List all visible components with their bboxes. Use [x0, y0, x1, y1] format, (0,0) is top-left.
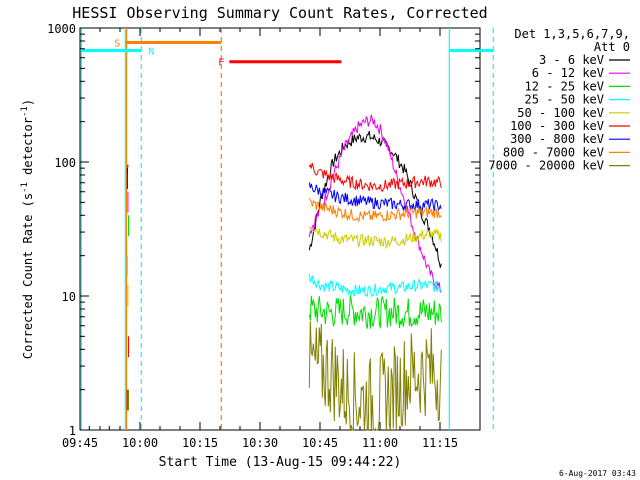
series-line-7-0: [308, 197, 442, 223]
x-tick-label-2: 10:15: [182, 436, 218, 450]
legend-label-4: 50 - 100 keV: [517, 106, 604, 120]
x-tick-label-5: 11:00: [362, 436, 398, 450]
legend-label-0: 3 - 6 keV: [539, 53, 604, 67]
status-bar-label-1: F: [218, 58, 224, 69]
legend-label-3: 25 - 50 keV: [525, 93, 604, 107]
y-axis-label-sup1: -1: [20, 182, 30, 193]
status-bars: S F N: [81, 38, 494, 69]
x-axis-label: Start Time (13-Aug-15 09:44:22): [159, 455, 402, 470]
series-line-8-0: [308, 320, 442, 431]
y-tick-label-2: 100: [54, 156, 76, 170]
legend-header-detectors: Det 1,3,5,6,7,9,: [514, 27, 630, 41]
series-line-5-0: [308, 162, 442, 193]
y-axis-ticks: 1 10 100 1000: [47, 22, 480, 438]
y-axis-label: Corrected Count Rate (s-1 detector-1): [20, 99, 35, 359]
x-axis-ticks: 09:45 10:00 10:15 10:30 10:45 11:00 11:15: [62, 28, 458, 450]
legend-header-attenuator: Att 0: [594, 40, 630, 54]
y-axis-label-end: ): [21, 99, 35, 106]
x-tick-label-1: 10:00: [122, 436, 158, 450]
x-tick-label-4: 10:45: [302, 436, 338, 450]
x-tick-label-6: 11:15: [422, 436, 458, 450]
y-tick-label-1: 10: [62, 290, 76, 304]
series-line-2-0: [308, 295, 442, 329]
y-axis-label-mid: detector: [21, 117, 35, 182]
series-line-1-0: [308, 114, 442, 293]
x-tick-label-3: 10:30: [242, 436, 278, 450]
plot-area: SFN 09:45 10:00 10:15 10:30 10:45 11:00 11:15 …: [47, 22, 494, 450]
y-axis-label-sup2: -1: [20, 106, 30, 117]
timestamp-annotation: 6-Aug-2017 03:43: [559, 469, 636, 478]
y-tick-label-3: 1000: [47, 22, 76, 36]
y-axis-label-main: Corrected Count Rate (s: [21, 193, 35, 359]
series-layer: [126, 114, 442, 431]
legend-label-6: 300 - 800 keV: [510, 132, 604, 146]
chart-title: HESSI Observing Summary Count Rates, Cor…: [72, 4, 487, 22]
x-tick-label-0: 09:45: [62, 436, 98, 450]
legend-label-1: 6 - 12 keV: [532, 66, 604, 80]
legend-label-8: 7000 - 20000 keV: [488, 159, 604, 173]
legend-label-5: 100 - 300 keV: [510, 119, 604, 133]
legend-label-2: 12 - 25 keV: [525, 79, 604, 93]
plot-frame: [79, 27, 481, 431]
legend-label-7: 800 - 7000 keV: [503, 145, 604, 159]
series-line-4-0: [308, 226, 442, 250]
series-line-3-0: [308, 273, 442, 298]
y-tick-label-0: 1: [69, 424, 76, 438]
status-bar-label-2: N: [148, 46, 154, 57]
status-bar-label-0: S: [114, 38, 120, 49]
vertical-markers: [80, 28, 494, 430]
